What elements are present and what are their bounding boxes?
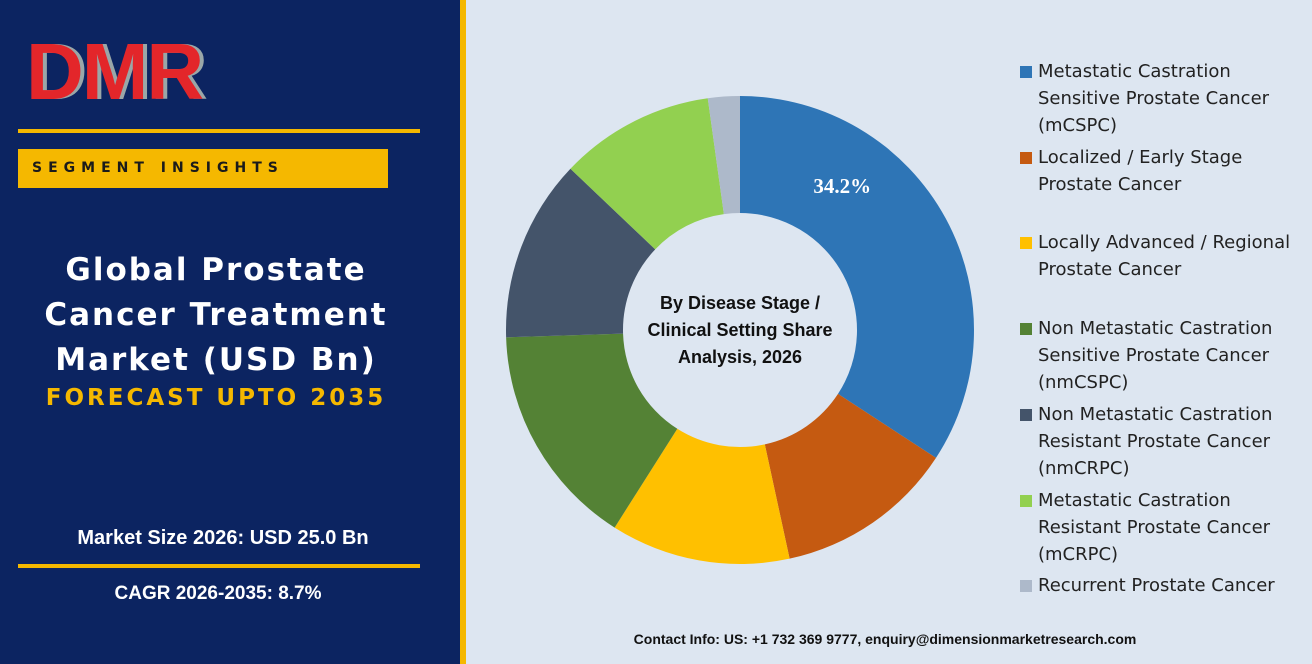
legend-label: Metastatic Castration Resistant Prostate…	[1038, 490, 1271, 565]
legend-entry: Non Metastatic Castration Sensitive Pros…	[1020, 315, 1305, 396]
legend-swatch	[1020, 495, 1032, 507]
legend-entry: Metastatic Castration Sensitive Prostate…	[1020, 58, 1305, 139]
legend-label: Metastatic Castration Sensitive Prostate…	[1038, 61, 1270, 136]
market-size: Market Size 2026: USD 25.0 Bn	[77, 527, 369, 549]
divider	[460, 0, 466, 664]
legend-swatch	[1020, 580, 1032, 592]
legend-swatch	[1020, 237, 1032, 249]
contact: Contact Info: US: +1 732 369 9777, enqui…	[633, 631, 1137, 647]
center-label: By Disease Stage / Clinical Setting Shar…	[647, 293, 833, 367]
donut-segment	[570, 98, 724, 250]
title: Global Prostate Cancer Treatment Market …	[44, 252, 388, 378]
legend-swatch	[1020, 409, 1032, 421]
donut-segment	[506, 168, 656, 338]
legend-swatch	[1020, 152, 1032, 164]
donut-segment	[740, 96, 975, 458]
rule	[18, 564, 420, 568]
value-label: 34.2%	[813, 174, 871, 198]
legend-entry: Localized / Early Stage Prostate Cancer	[1020, 144, 1305, 198]
legend-swatch	[1020, 323, 1032, 335]
subtitle: FORECAST UPTO 2035	[45, 385, 387, 411]
legend-label: Localized / Early Stage Prostate Cancer	[1038, 147, 1243, 195]
legend-entry: Locally Advanced / Regional Prostate Can…	[1020, 229, 1305, 283]
legend-swatch	[1020, 66, 1032, 78]
logo: DMR	[26, 27, 204, 116]
donut-segment	[707, 96, 740, 215]
donut-segment	[506, 333, 678, 528]
legend-entry: Recurrent Prostate Cancer	[1020, 572, 1305, 599]
legend-label: Recurrent Prostate Cancer	[1038, 575, 1275, 596]
donut-segment	[614, 428, 790, 564]
donut-segment	[764, 393, 936, 559]
rule	[18, 129, 420, 133]
legend-label: Locally Advanced / Regional Prostate Can…	[1038, 232, 1291, 280]
legend-entry: Non Metastatic Castration Resistant Pros…	[1020, 401, 1305, 482]
badge: SEGMENT INSIGHTS	[18, 149, 388, 188]
legend-entry: Metastatic Castration Resistant Prostate…	[1020, 487, 1305, 568]
legend-label: Non Metastatic Castration Sensitive Pros…	[1038, 318, 1273, 393]
left-panel	[0, 0, 460, 664]
legend-label: Non Metastatic Castration Resistant Pros…	[1038, 404, 1273, 479]
cagr: CAGR 2026-2035: 8.7%	[114, 583, 322, 604]
